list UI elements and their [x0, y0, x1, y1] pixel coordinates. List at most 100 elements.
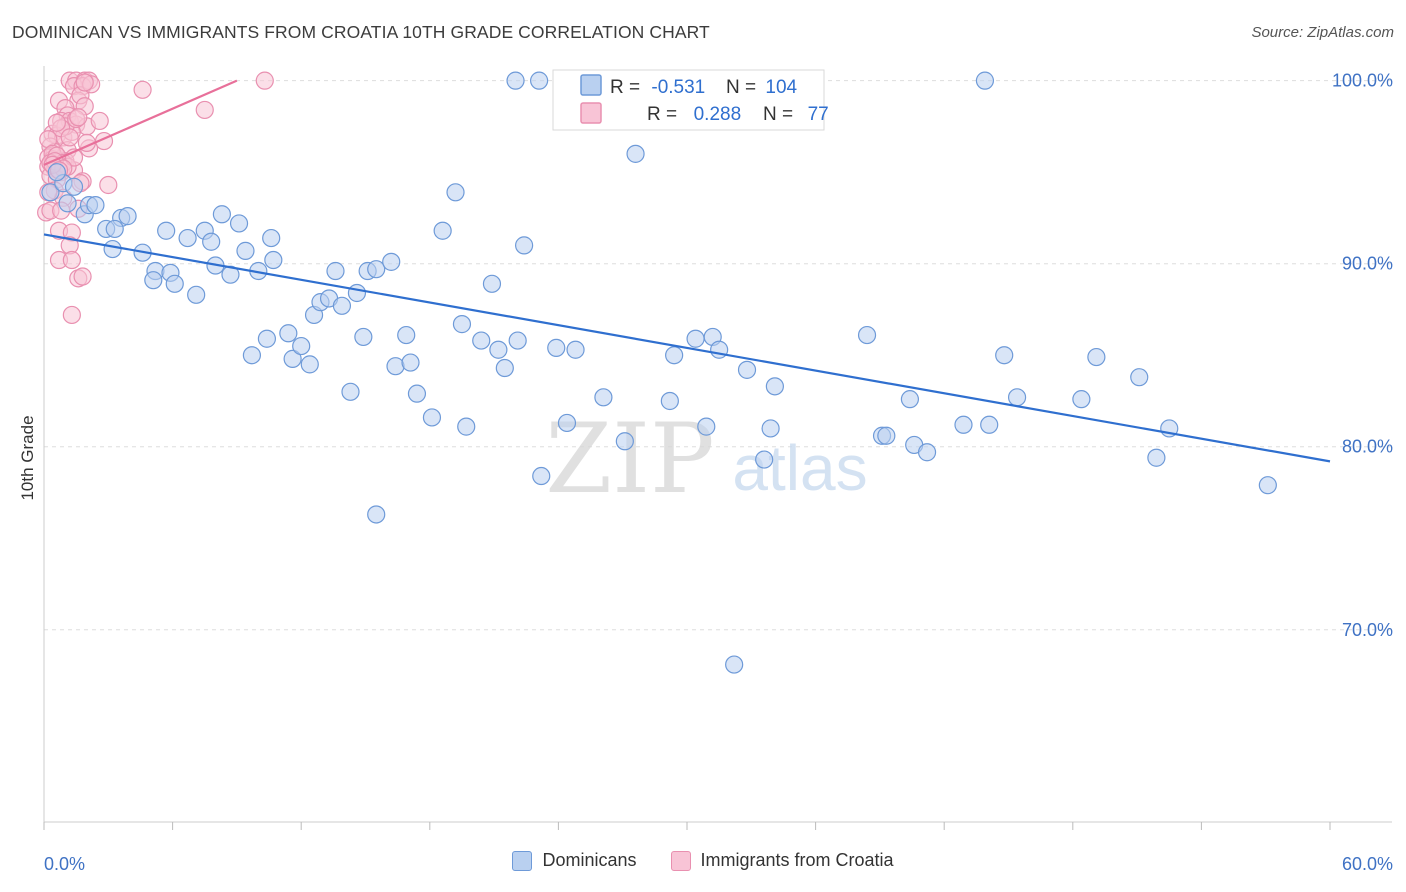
point-dominicans — [264, 250, 283, 270]
point-croatia — [62, 250, 81, 270]
chart-legend: Dominicans Immigrants from Croatia — [0, 850, 1406, 871]
watermark-atlas: atlas — [732, 432, 867, 504]
point-dominicans — [332, 296, 352, 315]
legend-label-croatia: Immigrants from Croatia — [700, 850, 894, 870]
point-dominicans — [367, 505, 386, 524]
point-croatia — [195, 100, 214, 120]
stats-r-value-blue: -0.531 — [651, 77, 705, 98]
series-dominicans-points — [41, 71, 1277, 674]
axes-layer — [43, 66, 1392, 830]
point-dominicans — [212, 205, 231, 224]
point-dominicans — [761, 419, 780, 438]
point-dominicans — [1130, 368, 1149, 387]
point-dominicans — [86, 196, 105, 215]
legend-item-croatia[interactable]: Immigrants from Croatia — [670, 850, 894, 871]
y-tick-label: 100.0% — [1332, 71, 1393, 91]
svg-text:N = 77: N = 77 — [726, 104, 855, 125]
trendline-croatia — [43, 79, 238, 166]
point-dominicans — [615, 432, 634, 451]
point-dominicans — [279, 324, 298, 343]
stats-n-label-pink: N = — [763, 104, 798, 125]
point-dominicans — [980, 415, 999, 434]
point-dominicans — [257, 329, 277, 348]
point-dominicans — [422, 408, 442, 427]
point-dominicans — [954, 415, 973, 434]
point-croatia — [60, 128, 79, 147]
point-dominicans — [1147, 448, 1166, 467]
point-dominicans — [144, 271, 163, 290]
svg-text:N = 104: N = 104 — [726, 77, 798, 98]
y-tick-label: 80.0% — [1342, 437, 1393, 457]
point-croatia — [255, 71, 274, 90]
point-croatia — [75, 73, 94, 92]
point-dominicans — [857, 325, 877, 345]
point-dominicans — [367, 260, 386, 279]
point-dominicans — [157, 221, 176, 240]
trendline-dominicans — [43, 233, 1331, 463]
point-dominicans — [236, 241, 255, 260]
point-dominicans — [755, 450, 774, 469]
point-dominicans — [626, 144, 645, 163]
point-dominicans — [1258, 476, 1277, 495]
point-dominicans — [354, 327, 373, 347]
point-dominicans — [765, 377, 784, 396]
point-dominicans — [58, 194, 77, 213]
point-croatia — [133, 80, 152, 99]
point-dominicans — [697, 417, 716, 436]
stats-n-label-blue: N = — [726, 77, 761, 98]
point-dominicans — [229, 214, 249, 233]
point-dominicans — [495, 358, 514, 378]
point-dominicans — [397, 325, 416, 345]
point-dominicans — [41, 183, 60, 202]
point-dominicans — [103, 239, 122, 259]
point-dominicans — [515, 236, 534, 255]
point-dominicans — [292, 336, 311, 356]
point-dominicans — [1072, 390, 1091, 409]
point-dominicans — [917, 443, 937, 462]
point-dominicans — [506, 71, 525, 90]
x-tick-label: 60.0% — [1342, 854, 1393, 874]
point-dominicans — [407, 384, 427, 403]
point-dominicans — [300, 355, 319, 374]
point-dominicans — [221, 265, 240, 284]
point-dominicans — [457, 417, 476, 436]
stats-swatch-pink — [580, 102, 602, 124]
point-dominicans — [900, 390, 920, 409]
point-dominicans — [242, 346, 262, 365]
point-dominicans — [433, 221, 452, 240]
point-dominicans — [118, 207, 137, 226]
point-dominicans — [452, 315, 472, 334]
point-dominicans — [382, 252, 401, 271]
y-tick-label: 90.0% — [1342, 254, 1393, 274]
point-dominicans — [686, 329, 705, 348]
point-dominicans — [262, 228, 281, 248]
point-dominicans — [347, 283, 367, 303]
stats-swatch-blue — [580, 74, 602, 96]
point-dominicans — [105, 219, 124, 239]
point-dominicans — [187, 285, 206, 304]
point-dominicans — [64, 177, 84, 196]
point-dominicans — [472, 331, 491, 350]
series-croatia-points — [37, 71, 274, 325]
point-dominicans — [532, 466, 551, 486]
point-dominicans — [995, 346, 1014, 365]
stats-n-value-pink: 77 — [802, 104, 828, 125]
point-dominicans — [178, 228, 197, 248]
point-dominicans — [547, 338, 566, 357]
stats-r-label-blue: R = — [610, 77, 645, 98]
legend-item-dominicans[interactable]: Dominicans — [512, 850, 637, 871]
y-tick-label: 70.0% — [1342, 620, 1393, 640]
point-dominicans — [401, 353, 420, 372]
point-croatia — [90, 111, 109, 131]
point-dominicans — [975, 71, 995, 90]
point-dominicans — [47, 163, 66, 182]
point-dominicans — [202, 232, 221, 251]
trendlines — [43, 79, 1331, 463]
point-croatia — [62, 305, 81, 325]
point-croatia — [69, 108, 88, 127]
point-dominicans — [660, 391, 679, 411]
watermark: ZIP atlas — [545, 403, 867, 515]
point-dominicans — [386, 357, 405, 376]
point-dominicans — [1007, 388, 1027, 407]
